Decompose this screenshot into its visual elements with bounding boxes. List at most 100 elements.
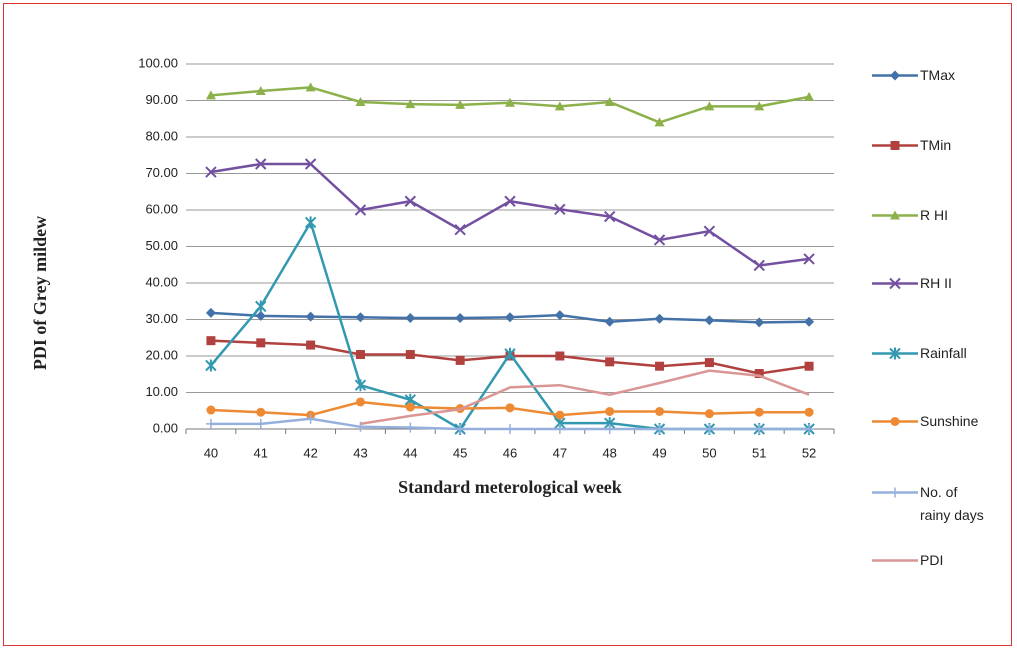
marker — [455, 313, 466, 324]
y-tick-label: 60.00 — [145, 201, 178, 216]
marker — [505, 312, 515, 323]
marker — [804, 91, 815, 101]
y-tick-label: 90.00 — [145, 92, 178, 107]
marker — [889, 347, 901, 360]
marker — [554, 424, 565, 434]
marker — [405, 350, 415, 360]
marker — [305, 311, 316, 322]
marker — [255, 418, 266, 429]
marker — [604, 316, 615, 327]
marker — [405, 99, 416, 109]
x-tick-label: 46 — [503, 445, 517, 460]
marker — [206, 405, 216, 415]
legend-swatch — [872, 210, 918, 220]
y-tick-label: 20.00 — [145, 347, 178, 362]
marker — [404, 195, 417, 207]
marker — [205, 166, 217, 178]
series-line — [209, 219, 810, 431]
marker — [704, 358, 714, 368]
x-tick-label: 40 — [204, 445, 218, 460]
marker — [355, 397, 365, 407]
marker — [890, 487, 900, 498]
legend-label: RH II — [920, 275, 952, 291]
x-axis-title: Standard meterological week — [398, 477, 622, 497]
frame — [3, 3, 1012, 646]
x-tick-label: 41 — [254, 445, 268, 460]
marker — [504, 195, 516, 207]
marker — [654, 117, 665, 127]
marker — [804, 361, 814, 371]
legend-item: Sunshine — [870, 410, 984, 433]
legend-item: TMax — [870, 64, 984, 87]
y-axis-title: PDI of Grey mildew — [30, 216, 50, 370]
marker — [256, 338, 266, 348]
marker — [255, 300, 267, 313]
marker — [555, 351, 565, 361]
marker — [505, 403, 515, 413]
x-tick-label: 43 — [353, 445, 367, 460]
marker — [255, 158, 267, 170]
marker — [305, 82, 316, 92]
x-tick-label: 47 — [553, 445, 567, 460]
marker — [653, 234, 666, 246]
marker — [454, 224, 466, 236]
legend-label: PDI — [920, 552, 944, 568]
marker — [554, 203, 566, 215]
marker — [703, 225, 716, 237]
marker — [753, 259, 765, 272]
marker — [803, 253, 815, 265]
legend-swatch — [872, 141, 918, 150]
marker — [205, 90, 216, 100]
marker — [206, 336, 216, 346]
marker — [305, 413, 316, 424]
marker — [455, 424, 466, 434]
marker — [804, 424, 815, 434]
marker — [405, 402, 415, 412]
marker — [505, 97, 515, 107]
legend-label: Sunshine — [920, 413, 979, 429]
marker — [205, 307, 216, 318]
marker — [604, 424, 615, 434]
x-tick-label: 50 — [702, 445, 716, 460]
legend-item: R HI — [870, 204, 984, 227]
marker — [354, 204, 367, 216]
marker — [804, 407, 814, 417]
legend-item: Rainfall — [870, 342, 984, 365]
marker — [554, 101, 565, 111]
marker — [654, 313, 665, 324]
legend-label: No. of rainy days — [920, 484, 984, 523]
marker — [355, 350, 365, 360]
legend-swatch — [872, 277, 918, 290]
marker — [603, 210, 616, 223]
x-tick-label: 51 — [752, 445, 766, 460]
marker — [754, 407, 764, 417]
x-tick-label: 45 — [453, 445, 467, 460]
chart: PDI of Grey mildew Standard meterologica… — [30, 55, 835, 497]
legend-item: PDI — [870, 549, 984, 572]
marker — [455, 99, 466, 109]
x-tick-label: 49 — [652, 445, 666, 460]
marker — [890, 210, 900, 220]
marker — [655, 361, 665, 371]
marker — [304, 158, 317, 170]
marker — [804, 316, 815, 327]
marker — [704, 101, 715, 111]
y-tick-label: 30.00 — [145, 311, 178, 326]
legend-item: No. of rainy days — [870, 481, 984, 527]
legend-swatch — [872, 559, 918, 562]
marker — [455, 355, 465, 365]
marker — [754, 424, 765, 434]
marker — [505, 424, 515, 434]
marker — [704, 424, 715, 434]
marker — [655, 406, 665, 416]
legend-swatch — [872, 487, 918, 498]
marker — [205, 359, 217, 372]
marker — [704, 409, 714, 419]
marker — [405, 422, 416, 433]
y-tick-label: 50.00 — [145, 238, 178, 253]
marker — [554, 310, 565, 321]
marker — [890, 70, 900, 81]
marker — [205, 418, 216, 429]
legend-item: RH II — [870, 272, 984, 295]
